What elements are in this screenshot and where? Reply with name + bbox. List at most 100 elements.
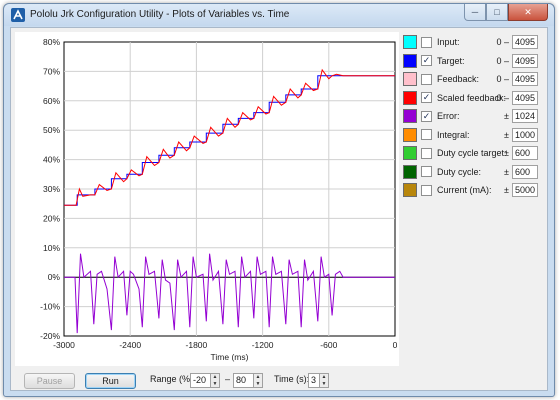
- range-max-arrows[interactable]: ▲ ▼: [254, 373, 263, 388]
- series-color-swatch[interactable]: [403, 109, 417, 123]
- series-range-input[interactable]: 1000: [512, 127, 538, 142]
- legend-row: Feedback: 0 –4095: [403, 71, 545, 87]
- series-checkbox[interactable]: [421, 184, 432, 196]
- series-checkbox[interactable]: [421, 147, 432, 159]
- legend-row: Current (mA): ±5000: [403, 182, 545, 198]
- series-label: Integral:: [437, 129, 470, 140]
- y-tick-label: -20%: [40, 331, 60, 341]
- spin-down-icon[interactable]: ▼: [321, 380, 327, 387]
- range-label: Range (%):: [150, 374, 196, 384]
- series-checkbox[interactable]: ✓: [421, 110, 432, 122]
- range-min-input[interactable]: -20: [190, 373, 211, 388]
- series-label: Feedback:: [437, 74, 480, 84]
- series-color-swatch[interactable]: [403, 164, 417, 179]
- series-checkbox[interactable]: [421, 129, 432, 140]
- series-range-sign: 0 –: [496, 55, 509, 66]
- series-label: Input:: [437, 37, 460, 47]
- series-checkbox[interactable]: ✓: [421, 92, 432, 103]
- series-range-input[interactable]: 600: [512, 146, 538, 160]
- series-label: Target:: [437, 55, 465, 66]
- series-color-swatch[interactable]: [403, 35, 417, 49]
- series-color-swatch[interactable]: [403, 146, 417, 160]
- series-checkbox[interactable]: [421, 36, 432, 48]
- checkmark-icon: ✓: [422, 92, 431, 102]
- series-range-input[interactable]: 1024: [512, 109, 538, 123]
- series-range-sign: ±: [504, 185, 509, 195]
- client-area: -3000 -2400 -1800 -1200 -600 0 80% 70% 60% 50% 40%…: [10, 27, 548, 391]
- app-window: Pololu Jrk Configuration Utility - Plots…: [3, 3, 555, 397]
- y-tick-label: 50%: [43, 125, 60, 135]
- series-range-input[interactable]: 5000: [512, 183, 538, 197]
- y-tick-label: 0%: [48, 272, 61, 282]
- range-min-arrows[interactable]: ▲ ▼: [211, 373, 220, 388]
- minimize-icon: ─: [471, 7, 479, 17]
- time-spinner[interactable]: 3 ▲ ▼: [308, 373, 329, 388]
- plot-panel: -3000 -2400 -1800 -1200 -600 0 80% 70% 60% 50% 40%…: [15, 32, 399, 366]
- x-tick-label: -1800: [186, 340, 208, 350]
- series-color-swatch[interactable]: [403, 72, 417, 86]
- time-arrows[interactable]: ▲ ▼: [320, 373, 329, 388]
- series-checkbox[interactable]: [421, 73, 432, 85]
- minimize-button[interactable]: ─: [464, 4, 486, 21]
- x-tick-label: 0: [393, 340, 398, 350]
- range-max-spinner[interactable]: 80 ▲ ▼: [233, 373, 263, 388]
- spin-down-icon[interactable]: ▼: [212, 380, 218, 387]
- y-tick-label: 40%: [43, 155, 60, 165]
- y-tick-label: 30%: [43, 184, 60, 194]
- series-range-input[interactable]: 4095: [512, 90, 538, 105]
- x-tick-label: -2400: [119, 340, 141, 350]
- series-range-input[interactable]: 4095: [512, 53, 538, 68]
- time-label: Time (s):: [274, 374, 310, 384]
- close-button[interactable]: ✕: [508, 4, 548, 21]
- series-color-swatch[interactable]: [403, 90, 417, 105]
- series-color-swatch[interactable]: [403, 127, 417, 142]
- legend-row: Duty cycle: ±600: [403, 164, 545, 180]
- series-range-input[interactable]: 4095: [512, 72, 538, 86]
- window-title: Pololu Jrk Configuration Utility - Plots…: [30, 9, 290, 20]
- series-range-sign: 0 –: [496, 74, 509, 84]
- series-range-input[interactable]: 4095: [512, 35, 538, 49]
- y-tick-label: 80%: [43, 37, 60, 47]
- close-icon: ✕: [524, 6, 532, 17]
- series-line: [64, 68, 395, 206]
- variables-plot: -3000 -2400 -1800 -1200 -600 0 80% 70% 60% 50% 40%…: [40, 37, 398, 362]
- pololu-app-icon: [11, 8, 25, 22]
- maximize-icon: □: [494, 7, 500, 17]
- x-tick-label: -1200: [252, 340, 274, 350]
- series-line: [64, 253, 395, 334]
- maximize-button[interactable]: □: [486, 4, 508, 21]
- checkmark-icon: ✓: [422, 110, 431, 121]
- series-range-sign: ±: [504, 148, 509, 158]
- x-tick-label: -3000: [53, 340, 75, 350]
- legend-row: Integral: ±1000: [403, 127, 545, 143]
- y-tick-label: -10%: [40, 302, 60, 312]
- legend-row: Duty cycle target: ±600: [403, 145, 545, 161]
- range-min-spinner[interactable]: -20 ▲ ▼: [190, 373, 220, 388]
- series-color-swatch[interactable]: [403, 183, 417, 197]
- legend-row: Input: 0 –4095: [403, 34, 545, 50]
- x-axis-label: Time (ms): [211, 352, 249, 362]
- spin-up-icon[interactable]: ▲: [212, 374, 218, 380]
- series-range-input[interactable]: 600: [512, 164, 538, 179]
- run-button[interactable]: Run: [85, 373, 136, 389]
- checkmark-icon: ✓: [422, 55, 431, 65]
- series-label: Error:: [437, 111, 460, 121]
- title-bar[interactable]: Pololu Jrk Configuration Utility - Plots…: [4, 4, 554, 26]
- series-checkbox[interactable]: [421, 166, 432, 177]
- x-tick-label: -600: [320, 340, 337, 350]
- time-input[interactable]: 3: [308, 373, 320, 388]
- legend-row: ✓ Error: ±1024: [403, 108, 545, 124]
- series-checkbox[interactable]: ✓: [421, 55, 432, 66]
- spin-down-icon[interactable]: ▼: [255, 380, 261, 387]
- range-max-input[interactable]: 80: [233, 373, 254, 388]
- window-controls: ─ □ ✕: [464, 4, 548, 22]
- pause-button[interactable]: Pause: [24, 373, 75, 389]
- series-color-swatch[interactable]: [403, 53, 417, 68]
- y-tick-label: 10%: [43, 243, 60, 253]
- spin-up-icon[interactable]: ▲: [255, 374, 261, 380]
- series-range-sign: 0 –: [496, 37, 509, 47]
- y-tick-label: 20%: [43, 213, 60, 223]
- spin-up-icon[interactable]: ▲: [321, 374, 327, 380]
- series-range-sign: 0 –: [496, 92, 509, 103]
- y-tick-label: 70%: [43, 66, 60, 76]
